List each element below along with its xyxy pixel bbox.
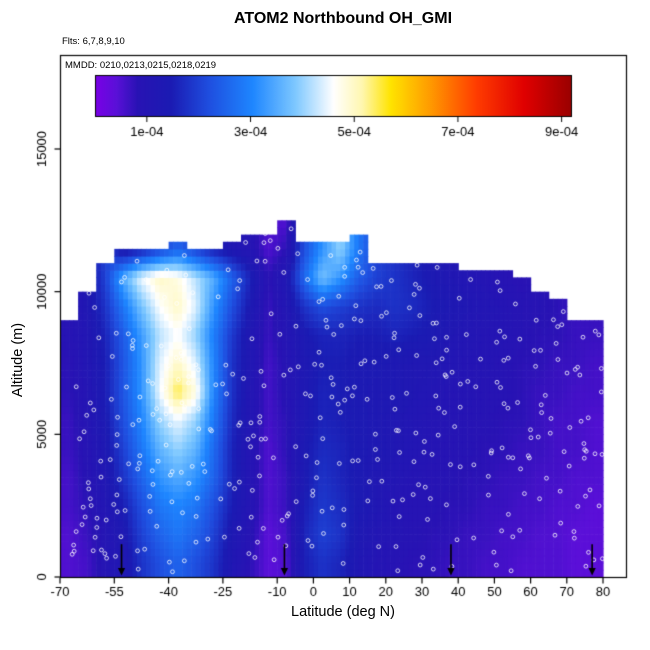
page-title: ATOM2 Northbound OH_GMI: [233, 10, 453, 27]
flights-label: Flts: 6,7,8,9,10: [62, 36, 125, 47]
x-axis-label: Latitude (deg N): [291, 604, 395, 620]
dates-label: MMDD: 0210,0213,0215,0218,0219: [65, 60, 217, 71]
y-axis-label: Altitude (m): [10, 322, 26, 398]
